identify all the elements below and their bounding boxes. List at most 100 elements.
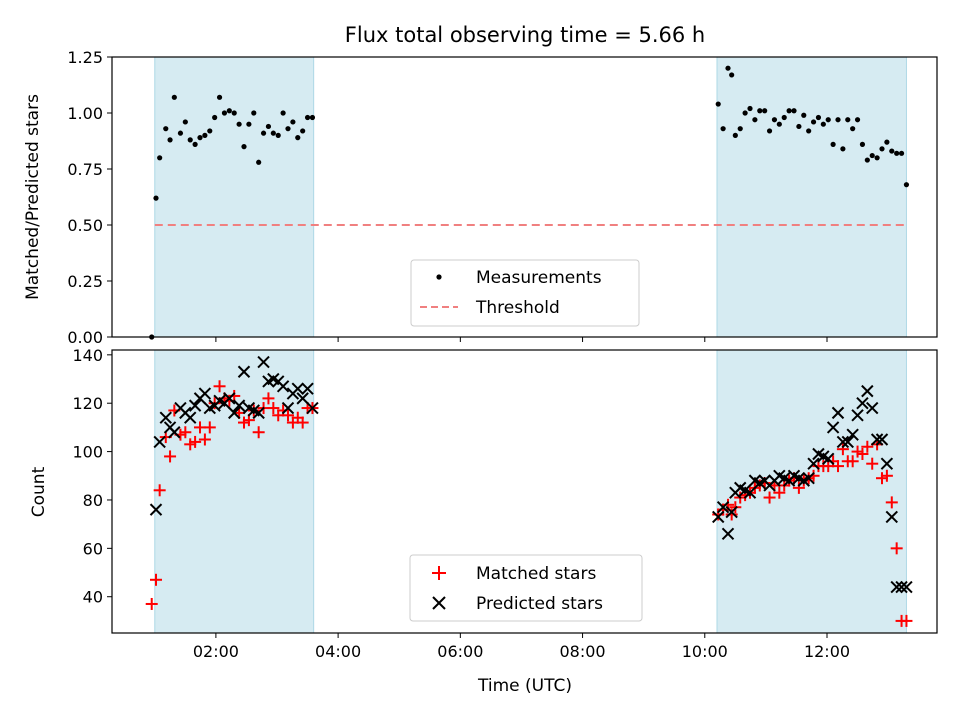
matched-star-point: [885, 496, 898, 509]
legend-predicted-marker: [432, 596, 446, 610]
matched-star-point: [836, 443, 849, 456]
measurement-point: [869, 152, 875, 159]
measurement-point: [732, 132, 738, 138]
x-axis-label: Time (UTC): [477, 676, 572, 696]
predicted-star-point: [237, 365, 251, 378]
predicted-star-point: [721, 527, 735, 541]
predicted-star-point: [831, 406, 845, 420]
matched-star-point: [296, 416, 309, 429]
bottom-plot-frame: [111, 349, 938, 634]
measurement-point: [752, 117, 758, 123]
measurement-point: [251, 110, 257, 116]
matched-star-point: [145, 597, 158, 610]
measurement-point: [725, 65, 731, 71]
predicted-star-point: [281, 401, 295, 415]
measurement-point: [796, 123, 802, 130]
shaded-interval: [716, 56, 907, 338]
predicted-star-point: [885, 510, 898, 524]
predicted-star-point: [826, 421, 840, 434]
measurement-point: [280, 110, 286, 116]
y-tick-label: 80: [83, 491, 103, 510]
y-tick-label: 140: [72, 346, 103, 365]
measurement-point: [747, 105, 753, 112]
predicted-star-point: [875, 433, 889, 446]
matched-star-point: [866, 457, 879, 470]
predicted-star-point: [153, 435, 166, 449]
chart-title: Flux total observing time = 5.66 h: [345, 23, 705, 47]
legend-threshold-label: Threshold: [475, 298, 560, 318]
top-plot-frame: [111, 56, 938, 338]
matched-star-point: [773, 486, 786, 499]
y-tick-label: 1.25: [67, 48, 103, 67]
x-tick-label: 12:00: [804, 642, 850, 661]
legend-measurements-marker: [436, 274, 442, 280]
measurement-point: [884, 139, 890, 145]
legend-measurements-label: Measurements: [476, 268, 602, 288]
measurement-point: [275, 132, 281, 138]
bottom-y-axis-label: Count: [29, 466, 49, 517]
measurement-point: [187, 137, 193, 143]
measurement-point: [167, 137, 173, 143]
predicted-star-point: [846, 428, 859, 441]
y-tick-label: 40: [83, 588, 103, 607]
legend-matched-marker: [432, 566, 446, 580]
measurement-point: [874, 155, 880, 161]
predicted-star-point: [188, 399, 202, 412]
measurement-point: [300, 128, 306, 134]
measurement-point: [815, 114, 822, 121]
x-tick-label: 10:00: [682, 642, 728, 661]
measurement-point: [182, 119, 188, 125]
matched-star-point: [856, 448, 869, 461]
measurement-point: [256, 159, 262, 165]
measurement-point: [241, 144, 247, 150]
measurement-point: [737, 126, 743, 132]
matched-star-point: [164, 450, 177, 463]
y-tick-label: 0.25: [67, 272, 103, 291]
y-tick-label: 1.00: [67, 104, 103, 123]
measurement-point: [720, 126, 726, 132]
predicted-star-point: [870, 433, 884, 446]
predicted-star-point: [291, 382, 304, 395]
predicted-star-point: [149, 503, 163, 516]
matched-star-point: [262, 392, 275, 405]
measurement-point: [889, 148, 895, 154]
measurement-point: [776, 121, 782, 127]
predicted-star-point: [306, 401, 319, 415]
predicted-star-point: [822, 452, 835, 466]
measurement-point: [715, 101, 721, 107]
measurement-point: [177, 130, 184, 136]
predicted-star-point: [184, 411, 197, 424]
measurement-point: [260, 130, 267, 136]
predicted-star-point: [802, 471, 815, 485]
top-panel: 0.00 0.25 0.50 0.75 1.00 1.25 Matched/Predict…: [23, 48, 938, 347]
measurement-point: [285, 126, 291, 132]
matched-star-point: [198, 433, 211, 446]
y-tick-label: 60: [83, 539, 103, 558]
predicted-star-point: [301, 382, 314, 395]
matched-star-point: [880, 469, 893, 482]
measurement-point: [212, 114, 218, 121]
measurement-point: [197, 135, 203, 141]
predicted-star-point: [712, 510, 725, 524]
measurement-point: [820, 121, 826, 127]
x-tick-label: 08:00: [560, 642, 606, 661]
measurement-point: [742, 110, 748, 116]
measurement-point: [786, 108, 792, 114]
predicted-star-point: [276, 380, 290, 393]
shaded-interval: [154, 56, 315, 338]
matched-star-point: [282, 409, 294, 422]
measurement-point: [903, 182, 910, 188]
matched-star-point: [267, 402, 280, 415]
measurement-point: [290, 119, 296, 125]
measurement-point: [757, 108, 763, 114]
measurement-point: [845, 117, 851, 123]
matched-star-point: [861, 440, 874, 453]
measurement-point: [202, 132, 208, 138]
measurement-point: [898, 150, 905, 156]
measurement-point: [825, 117, 831, 123]
matched-star-point: [203, 421, 216, 434]
measurement-point: [153, 195, 159, 201]
measurement-point: [854, 117, 861, 123]
matched-star-point: [252, 426, 265, 439]
predicted-star-point: [168, 426, 181, 439]
